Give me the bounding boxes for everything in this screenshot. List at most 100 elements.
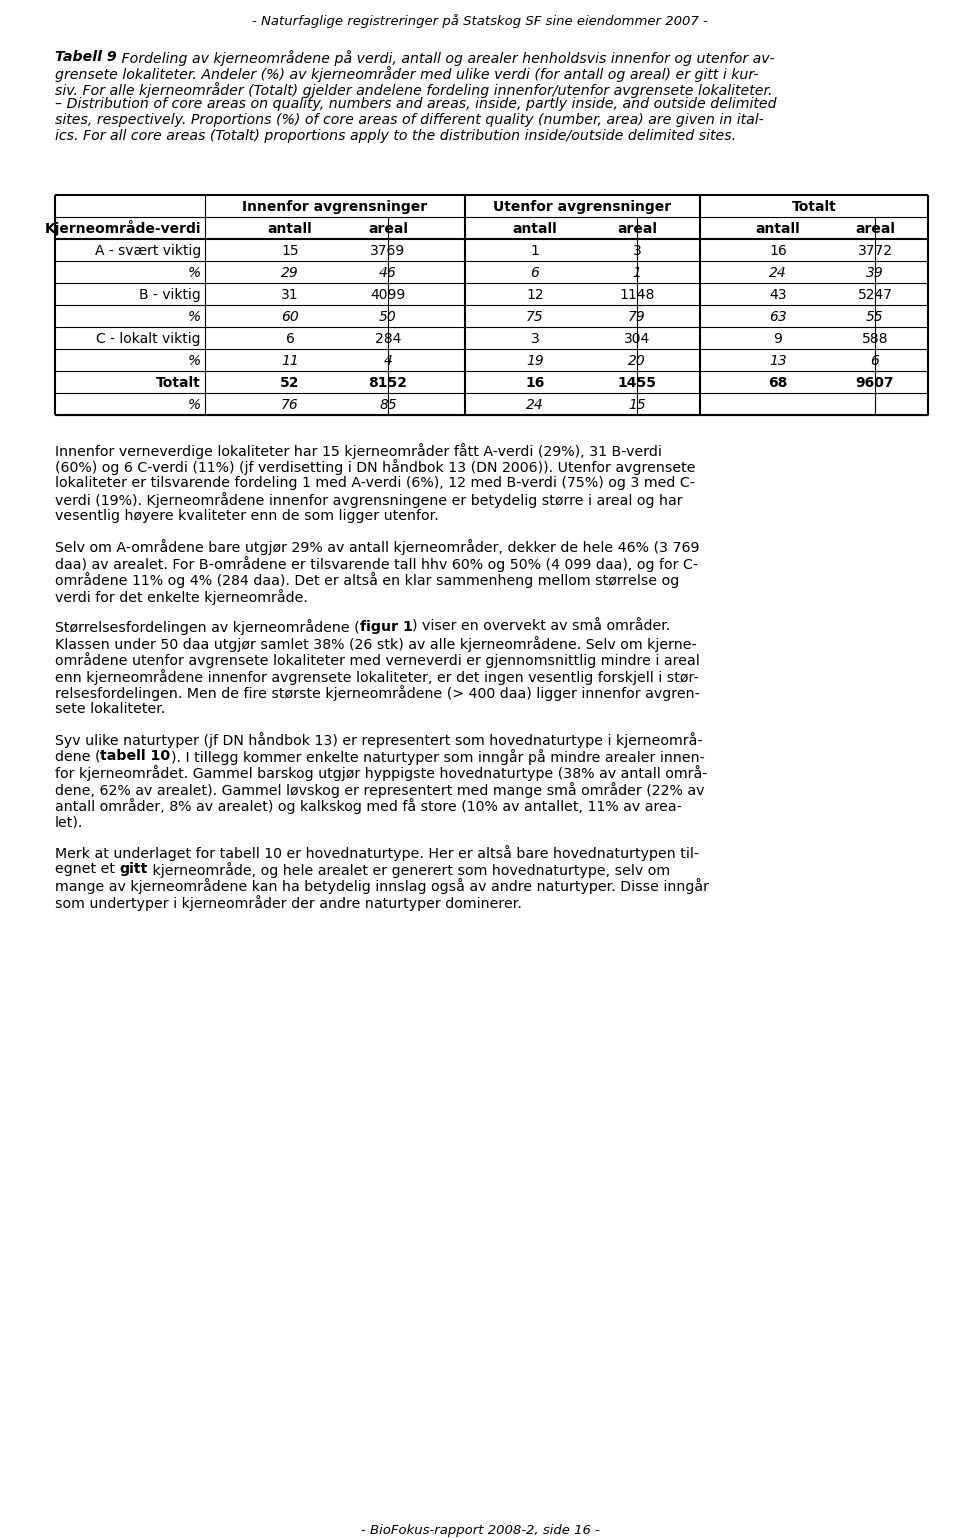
Text: 68: 68 — [768, 375, 788, 391]
Text: siv. For alle kjerneområder (Totalt) gjelder andelene fordeling innenfor/utenfor: siv. For alle kjerneområder (Totalt) gje… — [55, 82, 773, 97]
Text: 3: 3 — [531, 332, 540, 346]
Text: 11: 11 — [281, 354, 299, 368]
Text: verdi (19%). Kjerneområdene innenfor avgrensningene er betydelig større i areal : verdi (19%). Kjerneområdene innenfor avg… — [55, 492, 683, 509]
Text: 6: 6 — [285, 332, 295, 346]
Text: dene, 62% av arealet). Gammel løvskog er representert med mange små områder (22%: dene, 62% av arealet). Gammel løvskog er… — [55, 781, 705, 798]
Text: 79: 79 — [628, 311, 646, 325]
Text: A - svært viktig: A - svært viktig — [95, 245, 201, 258]
Text: 3: 3 — [633, 245, 641, 258]
Text: 1: 1 — [531, 245, 540, 258]
Text: områdene utenfor avgrensete lokaliteter med verneverdi er gjennomsnittlig mindre: områdene utenfor avgrensete lokaliteter … — [55, 652, 700, 669]
Text: 9607: 9607 — [855, 375, 895, 391]
Text: 76: 76 — [281, 398, 299, 412]
Text: – Distribution of core areas on quality, numbers and areas, inside, partly insid: – Distribution of core areas on quality,… — [55, 97, 777, 111]
Text: Klassen under 50 daa utgjør samlet 38% (26 stk) av alle kjerneområdene. Selv om : Klassen under 50 daa utgjør samlet 38% (… — [55, 637, 697, 652]
Text: relsesfordelingen. Men de fire største kjerneområdene (> 400 daa) ligger innenfo: relsesfordelingen. Men de fire største k… — [55, 686, 700, 701]
Text: Fordeling av kjerneområdene på verdi, antall og arealer henholdsvis innenfor og : Fordeling av kjerneområdene på verdi, an… — [117, 51, 775, 66]
Text: 24: 24 — [526, 398, 544, 412]
Text: 284: 284 — [374, 332, 401, 346]
Text: 50: 50 — [379, 311, 396, 325]
Text: enn kjerneområdene innenfor avgrensete lokaliteter, er det ingen vesentlig forsk: enn kjerneområdene innenfor avgrensete l… — [55, 669, 699, 684]
Text: 55: 55 — [866, 311, 884, 325]
Text: dene (: dene ( — [55, 749, 101, 763]
Text: Merk at underlaget for tabell 10 er hovednaturtype. Her er altså bare hovednatur: Merk at underlaget for tabell 10 er hove… — [55, 846, 699, 861]
Text: Kjerneområde-verdi: Kjerneområde-verdi — [44, 220, 201, 235]
Text: Tabell 9: Tabell 9 — [55, 51, 117, 65]
Text: 13: 13 — [769, 354, 787, 368]
Text: sites, respectively. Proportions (%) of core areas of different quality (number,: sites, respectively. Proportions (%) of … — [55, 114, 764, 128]
Text: Syv ulike naturtyper (jf DN håndbok 13) er representert som hovednaturtype i kje: Syv ulike naturtyper (jf DN håndbok 13) … — [55, 732, 703, 749]
Text: B - viktig: B - viktig — [139, 288, 201, 301]
Text: 60: 60 — [281, 311, 299, 325]
Text: 31: 31 — [281, 288, 299, 301]
Text: 20: 20 — [628, 354, 646, 368]
Text: for kjerneområdet. Gammel barskog utgjør hyppigste hovednaturtype (38% av antall: for kjerneområdet. Gammel barskog utgjør… — [55, 766, 708, 781]
Text: tabell 10: tabell 10 — [101, 749, 171, 763]
Text: 15: 15 — [281, 245, 299, 258]
Text: 1: 1 — [633, 266, 641, 280]
Text: antall: antall — [513, 221, 558, 235]
Text: 4099: 4099 — [371, 288, 406, 301]
Text: 1148: 1148 — [619, 288, 655, 301]
Text: ics. For all core areas (Totalt) proportions apply to the distribution inside/ou: ics. For all core areas (Totalt) proport… — [55, 129, 736, 143]
Text: kjerneområde, og hele arealet er generert som hovednaturtype, selv om: kjerneområde, og hele arealet er generer… — [148, 861, 670, 878]
Text: 1455: 1455 — [617, 375, 657, 391]
Text: 4: 4 — [384, 354, 393, 368]
Text: 43: 43 — [769, 288, 787, 301]
Text: 9: 9 — [774, 332, 782, 346]
Text: areal: areal — [617, 221, 657, 235]
Text: Selv om A-områdene bare utgjør 29% av antall kjerneområder, dekker de hele 46% (: Selv om A-områdene bare utgjør 29% av an… — [55, 540, 700, 555]
Text: Innenfor avgrensninger: Innenfor avgrensninger — [243, 200, 427, 214]
Text: antall: antall — [268, 221, 312, 235]
Text: 16: 16 — [525, 375, 544, 391]
Text: antall områder, 8% av arealet) og kalkskog med få store (10% av antallet, 11% av: antall områder, 8% av arealet) og kalksk… — [55, 798, 682, 815]
Text: 29: 29 — [281, 266, 299, 280]
Text: areal: areal — [855, 221, 895, 235]
Text: Innenfor verneverdige lokaliteter har 15 kjerneområder fått A-verdi (29%), 31 B-: Innenfor verneverdige lokaliteter har 15… — [55, 443, 661, 458]
Text: grensete lokaliteter. Andeler (%) av kjerneområder med ulike verdi (for antall o: grensete lokaliteter. Andeler (%) av kje… — [55, 66, 758, 82]
Text: 24: 24 — [769, 266, 787, 280]
Text: 39: 39 — [866, 266, 884, 280]
Text: 63: 63 — [769, 311, 787, 325]
Text: 588: 588 — [862, 332, 888, 346]
Text: areal: areal — [368, 221, 408, 235]
Text: figur 1: figur 1 — [360, 620, 413, 634]
Text: 15: 15 — [628, 398, 646, 412]
Text: 75: 75 — [526, 311, 544, 325]
Text: %: % — [188, 311, 201, 325]
Text: områdene 11% og 4% (284 daa). Det er altså en klar sammenheng mellom størrelse o: områdene 11% og 4% (284 daa). Det er alt… — [55, 572, 680, 589]
Text: vesentlig høyere kvaliteter enn de som ligger utenfor.: vesentlig høyere kvaliteter enn de som l… — [55, 509, 439, 523]
Text: 5247: 5247 — [857, 288, 893, 301]
Text: 304: 304 — [624, 332, 650, 346]
Text: %: % — [188, 398, 201, 412]
Text: (60%) og 6 C-verdi (11%) (jf verdisetting i DN håndbok 13 (DN 2006)). Utenfor av: (60%) og 6 C-verdi (11%) (jf verdisettin… — [55, 460, 695, 475]
Text: Totalt: Totalt — [792, 200, 836, 214]
Text: ) viser en overvekt av små områder.: ) viser en overvekt av små områder. — [413, 620, 671, 634]
Text: 46: 46 — [379, 266, 396, 280]
Text: 8152: 8152 — [369, 375, 407, 391]
Text: 19: 19 — [526, 354, 544, 368]
Text: 3772: 3772 — [857, 245, 893, 258]
Text: egnet et: egnet et — [55, 861, 119, 877]
Text: antall: antall — [756, 221, 801, 235]
Text: 52: 52 — [280, 375, 300, 391]
Text: som undertyper i kjerneområder der andre naturtyper dominerer.: som undertyper i kjerneområder der andre… — [55, 895, 522, 910]
Text: gitt: gitt — [119, 861, 148, 877]
Text: mange av kjerneområdene kan ha betydelig innslag også av andre naturtyper. Disse: mange av kjerneområdene kan ha betydelig… — [55, 878, 709, 895]
Text: Totalt: Totalt — [156, 375, 201, 391]
Text: Størrelsesfordelingen av kjerneområdene (: Størrelsesfordelingen av kjerneområdene … — [55, 620, 360, 635]
Text: %: % — [188, 266, 201, 280]
Text: verdi for det enkelte kjerneområde.: verdi for det enkelte kjerneområde. — [55, 589, 308, 604]
Text: daa) av arealet. For B-områdene er tilsvarende tall hhv 60% og 50% (4 099 daa), : daa) av arealet. For B-områdene er tilsv… — [55, 557, 698, 572]
Text: ). I tillegg kommer enkelte naturtyper som inngår på mindre arealer innen-: ). I tillegg kommer enkelte naturtyper s… — [171, 749, 705, 764]
Text: 85: 85 — [379, 398, 396, 412]
Text: lokaliteter er tilsvarende fordeling 1 med A-verdi (6%), 12 med B-verdi (75%) og: lokaliteter er tilsvarende fordeling 1 m… — [55, 475, 695, 491]
Text: sete lokaliteter.: sete lokaliteter. — [55, 701, 165, 717]
Text: - Naturfaglige registreringer på Statskog SF sine eiendommer 2007 -: - Naturfaglige registreringer på Statsko… — [252, 14, 708, 28]
Text: 12: 12 — [526, 288, 543, 301]
Text: - BioFokus-rapport 2008-2, side 16 -: - BioFokus-rapport 2008-2, side 16 - — [361, 1524, 599, 1536]
Text: let).: let). — [55, 815, 84, 829]
Text: %: % — [188, 354, 201, 368]
Text: Utenfor avgrensninger: Utenfor avgrensninger — [493, 200, 672, 214]
Text: 6: 6 — [871, 354, 879, 368]
